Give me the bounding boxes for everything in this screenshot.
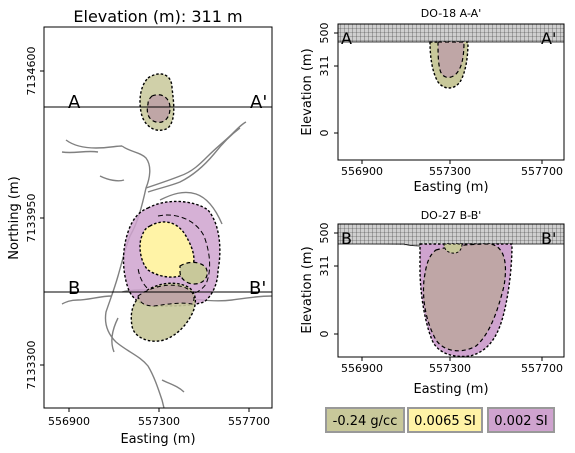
map-xtick-label: 556900 [48, 415, 90, 428]
section-b-start-label: B [68, 278, 80, 299]
section-b-xtick-label: 556900 [341, 362, 383, 375]
top-sus-anomaly [146, 94, 171, 123]
map-ytick-label: 7133300 [25, 341, 38, 390]
section-a-left-label: A [341, 29, 352, 48]
section-b-overlap-body [422, 243, 507, 352]
legend-item-sus2: 0.002 SI [487, 407, 555, 433]
map-x-ticks [68, 408, 250, 412]
section-b-density-cap [443, 243, 463, 254]
section-a-title: DO-18 A-A' [421, 7, 481, 20]
legend-label: 0.0065 SI [414, 414, 476, 429]
section-a-ytick-label: 500 [318, 23, 331, 44]
section-a-topography [338, 24, 564, 42]
map-ytick-label: 7133950 [25, 194, 38, 243]
section-a-ticks [334, 32, 543, 164]
section-b-left-label: B [341, 229, 352, 248]
section-a-xtick-label: 557700 [521, 165, 563, 178]
section-b-ytick-label: 500 [318, 223, 331, 244]
section-b-right-label: B' [541, 229, 556, 248]
legend-label: 0.002 SI [494, 414, 547, 429]
legend-label: -0.24 g/cc [333, 414, 398, 429]
section-b-xtick-label: 557700 [521, 362, 563, 375]
section-a-end-label: A' [250, 92, 267, 113]
section-a-xtick-label: 556900 [341, 165, 383, 178]
map-plot-area [44, 73, 272, 408]
section-b-title: DO-27 B-B' [421, 209, 482, 222]
section-b-frame [337, 223, 565, 358]
section-b-panel: DO-27 B-B' B B' 500 311 0 Elevation (m) … [300, 209, 565, 397]
legend-item-density: -0.24 g/cc [325, 407, 405, 433]
yellow-sus-anomaly [139, 221, 195, 278]
map-xlabel: Easting (m) [120, 432, 195, 447]
map-y-ticks [40, 70, 44, 366]
section-b-topography [338, 224, 564, 247]
section-a-ytick-label: 0 [318, 130, 331, 137]
section-a-ytick-label: 311 [318, 56, 331, 77]
section-b-end-label: B' [249, 278, 266, 299]
section-a-xlabel: Easting (m) [413, 180, 488, 195]
section-a-sus-body [437, 41, 465, 79]
section-b-ylabel: Elevation (m) [300, 246, 315, 333]
map-xtick-label: 557300 [138, 415, 180, 428]
legend: -0.24 g/cc 0.0065 SI 0.002 SI [325, 407, 555, 433]
legend-item-sus1: 0.0065 SI [407, 407, 483, 433]
section-a-panel: DO-18 A-A' A A' 500 311 0 Elevation (m) … [300, 7, 565, 195]
map-ylabel: Northing (m) [7, 176, 22, 259]
section-b-xlabel: Easting (m) [413, 382, 488, 397]
map-panel: Elevation (m): 311 m [7, 7, 273, 447]
olive-inner-anomaly [179, 261, 208, 285]
section-a-frame [337, 23, 565, 161]
section-a-right-label: A' [541, 29, 556, 48]
section-a-ylabel: Elevation (m) [300, 48, 315, 135]
lower-overlap [137, 284, 195, 307]
section-b-ticks [334, 232, 543, 361]
map-ytick-label: 7134600 [25, 47, 38, 96]
map-xtick-label: 557700 [228, 415, 270, 428]
section-b-ytick-label: 0 [318, 331, 331, 338]
section-b-ytick-label: 311 [318, 256, 331, 277]
section-a-start-label: A [68, 92, 81, 113]
map-title: Elevation (m): 311 m [73, 7, 242, 26]
section-a-xtick-label: 557300 [429, 165, 471, 178]
section-b-xtick-label: 557300 [429, 362, 471, 375]
